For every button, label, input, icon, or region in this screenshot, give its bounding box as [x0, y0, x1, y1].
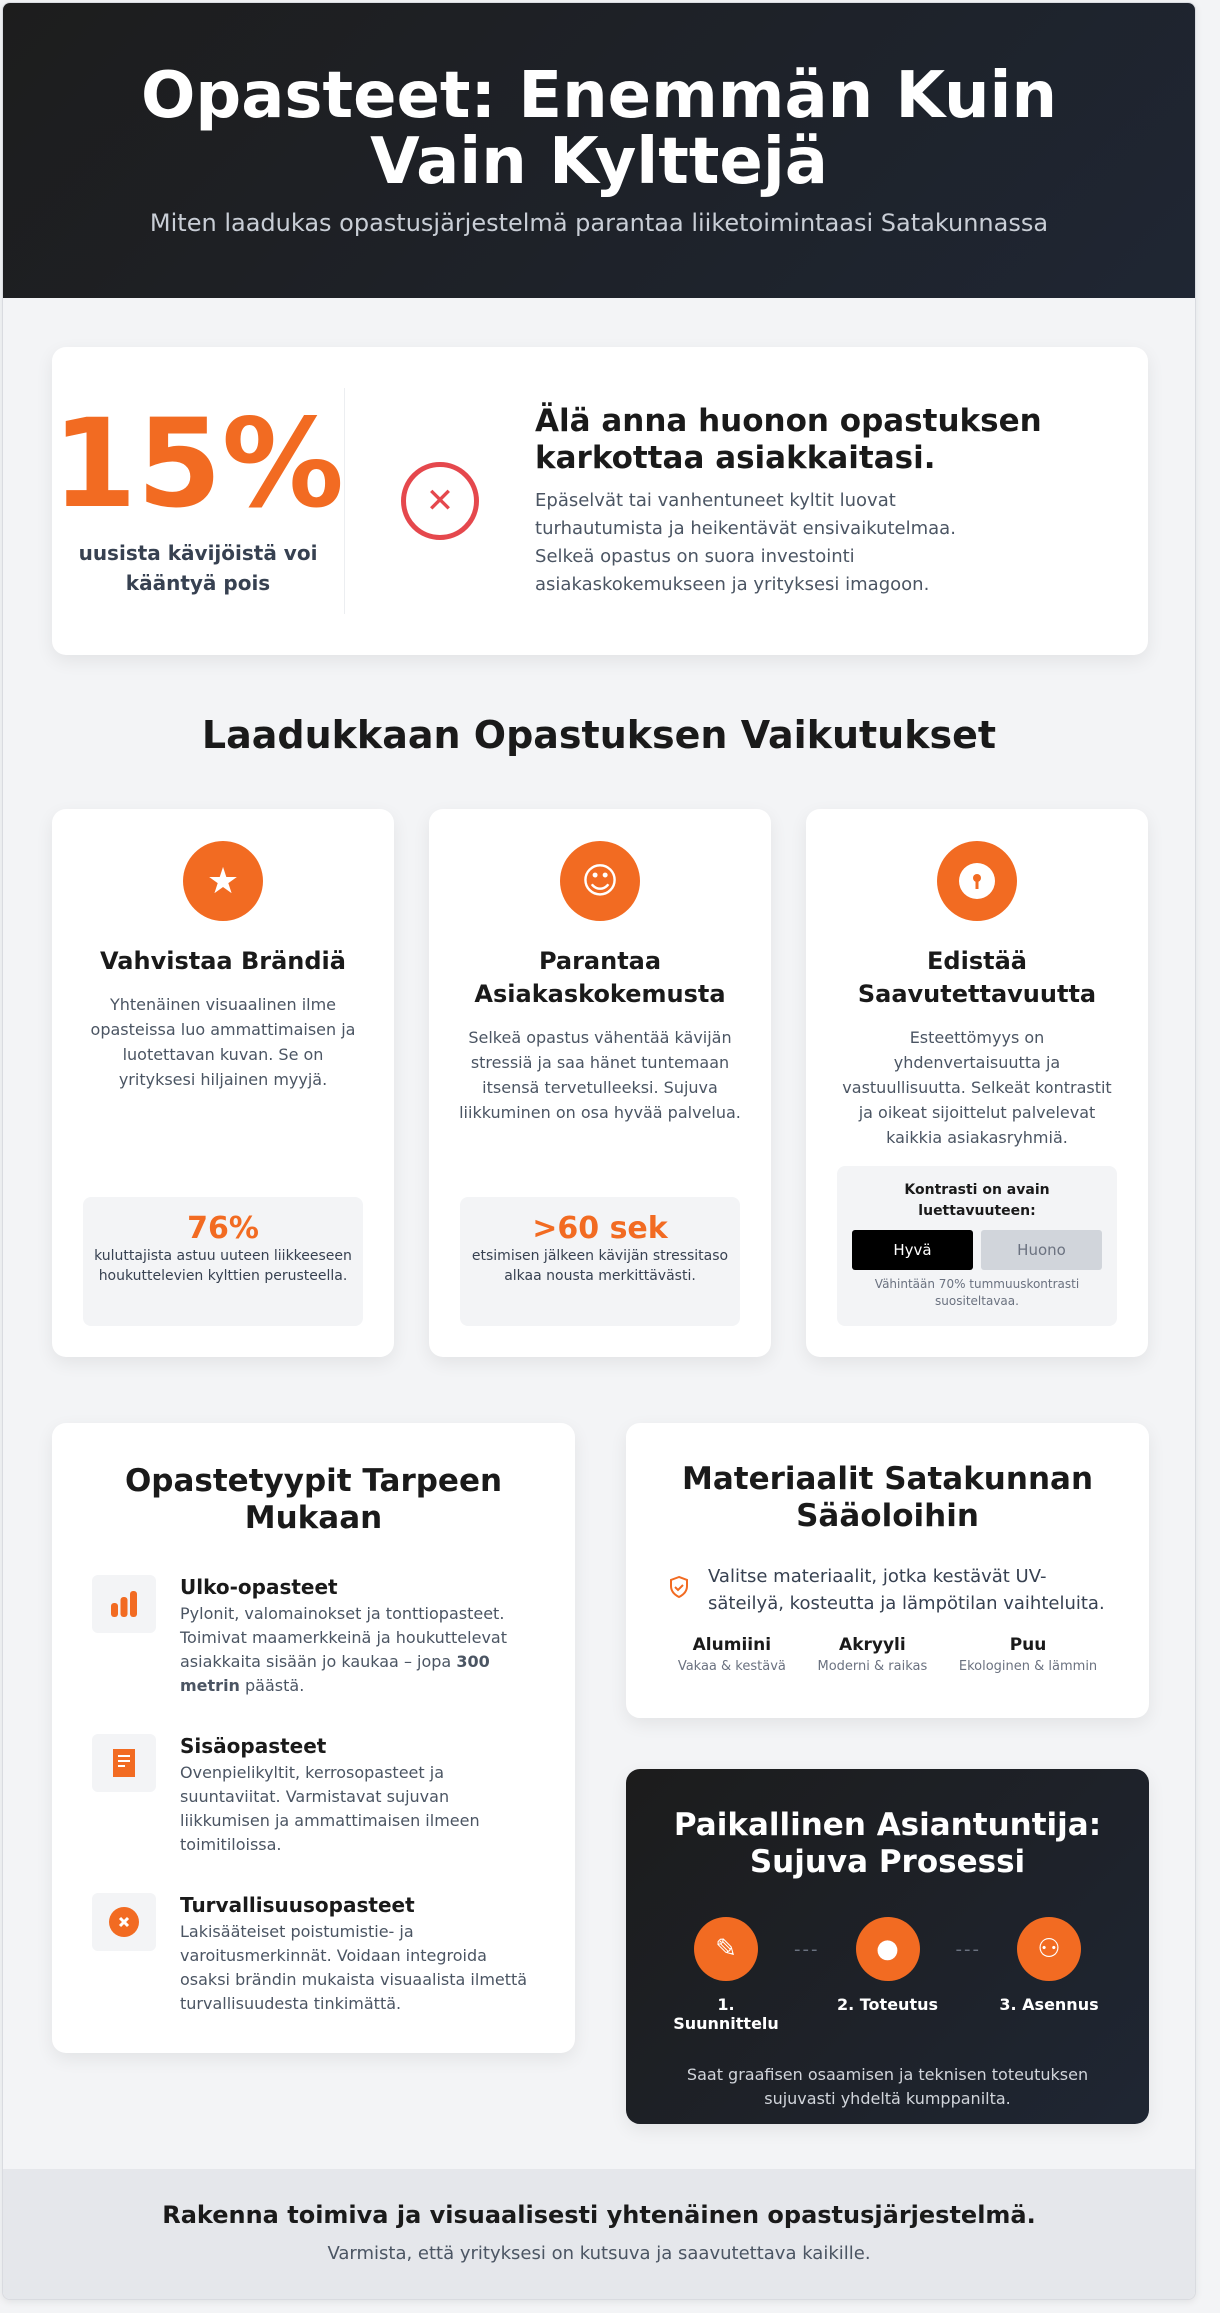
feature-card-brand: ★ Vahvistaa Brändiä Yhtenäinen visuaalin…: [52, 809, 394, 1357]
effects-title: Laadukkaan Opastuksen Vaikutukset: [201, 713, 997, 757]
list-item: Ulko-opasteet Pylonit, valomainokset ja …: [92, 1575, 535, 1698]
paint-icon: ●: [855, 1917, 920, 1981]
intro-text: Älä anna huonon opastuksen karkottaa asi…: [535, 403, 1148, 599]
shield-check-icon: [668, 1575, 690, 1605]
materials-title: Materiaalit Satakunnan Sääoloihin: [681, 1461, 1094, 1534]
contrast-good-sample: Hyvä: [852, 1230, 973, 1270]
contrast-box: Kontrasti on avain luettavuuteen: Hyvä H…: [837, 1166, 1117, 1326]
footer: Rakenna toimiva ja visuaalisesti yhtenäi…: [3, 2169, 1195, 2299]
scroll-icon: [92, 1734, 156, 1792]
x-circle-icon: ✕: [401, 462, 480, 540]
material-item: Puu Ekologinen & lämmin: [958, 1635, 1098, 1674]
page-title: Opasteet: Enemmän Kuin Vain Kylttejä: [141, 59, 1057, 199]
stat-box-value: >60 sek: [532, 1211, 668, 1246]
feature-card-accessibility: Edistää Saavutettavuutta Esteettömyys on…: [806, 809, 1148, 1357]
sign-types-card: Opastetyypit Tarpeen Mukaan Ulko-opastee…: [52, 1423, 575, 2053]
sign-types-title: Opastetyypit Tarpeen Mukaan: [124, 1463, 503, 1536]
signal-bars-icon: [92, 1575, 156, 1633]
stat-box: 76% kuluttajista astuu uuteen liikkeesee…: [83, 1197, 363, 1326]
materials-card: Materiaalit Satakunnan Sääoloihin Valits…: [626, 1423, 1149, 1718]
stat-block: 15% uusista kävijöistä voi kääntyä pois: [52, 388, 346, 614]
footer-title: Rakenna toimiva ja visuaalisesti yhtenäi…: [162, 2201, 1036, 2229]
stat-box-value: 76%: [187, 1211, 259, 1246]
item-title: Sisäopasteet: [180, 1734, 327, 1758]
materials-text: Valitse materiaalit, jotka kestävät UV-s…: [708, 1566, 1105, 1614]
contrast-bad-sample: Huono: [981, 1230, 1102, 1270]
item-title: Ulko-opasteet: [180, 1575, 338, 1599]
feature-title: Vahvistaa Brändiä: [100, 947, 346, 975]
stat-value: 15%: [52, 393, 345, 535]
material-item: Akryyli Moderni & raikas: [817, 1635, 928, 1674]
team-icon: ⚇: [1017, 1917, 1081, 1981]
edit-icon: ✎: [694, 1917, 758, 1981]
intro-card: 15% uusista kävijöistä voi kääntyä pois …: [52, 347, 1148, 655]
x-circle-icon: [92, 1893, 156, 1951]
footer-subtitle: Varmista, että yrityksesi on kutsuva ja …: [327, 2243, 871, 2264]
keyhole-icon: [937, 841, 1017, 921]
stat-box-text: etsimisen jälkeen kävijän stressitaso al…: [471, 1248, 729, 1284]
feature-title: Edistää Saavutettavuutta: [857, 947, 1097, 1008]
page-subtitle: Miten laadukas opastusjärjestelmä parant…: [149, 209, 1049, 237]
material-item: Alumiini Vakaa & kestävä: [677, 1635, 786, 1674]
feature-text: Esteettömyys on yhdenvertaisuutta ja vas…: [842, 1028, 1112, 1147]
list-item: Turvallisuusopasteet Lakisääteiset poist…: [92, 1893, 535, 2016]
process-text: Saat graafisen osaamisen ja teknisen tot…: [686, 2065, 1089, 2108]
process-step: ⚇ 3. Asennus: [989, 1917, 1109, 2014]
star-icon: ★: [183, 841, 263, 921]
stat-label: uusista kävijöistä voi kääntyä pois: [78, 541, 318, 595]
contrast-note: Vähintään 70% tummuuskontrasti suositelt…: [874, 1277, 1080, 1308]
stat-box-text: kuluttajista astuu uuteen liikkeeseen ho…: [94, 1248, 352, 1284]
feature-card-experience: ☺ Parantaa Asiakaskokemusta Selkeä opast…: [429, 809, 771, 1357]
feature-text: Selkeä opastus vähentää kävijän stressiä…: [459, 1028, 741, 1122]
intro-body: Epäselvät tai vanhentuneet kyltit luovat…: [535, 490, 956, 595]
process-title: Paikallinen Asiantuntija: Sujuva Prosess…: [673, 1807, 1102, 1880]
process-card: Paikallinen Asiantuntija: Sujuva Prosess…: [626, 1769, 1149, 2124]
stat-box: >60 sek etsimisen jälkeen kävijän stress…: [460, 1197, 740, 1326]
smile-icon: ☺: [560, 841, 640, 921]
page: Opasteet: Enemmän Kuin Vain Kylttejä Mit…: [2, 2, 1196, 2300]
item-text: Pylonit, valomainokset ja tonttiopasteet…: [180, 1604, 507, 1695]
item-text: Ovenpielikyltit, kerrosopasteet ja suunt…: [180, 1763, 480, 1854]
process-step: ● 2. Toteutus: [828, 1917, 948, 2014]
step-separator: ---: [794, 1939, 820, 1960]
contrast-title: Kontrasti on avain luettavuuteen:: [904, 1182, 1050, 1219]
item-text: Lakisääteiset poistumistie- ja varoitusm…: [180, 1922, 528, 2013]
intro-title: Älä anna huonon opastuksen karkottaa asi…: [535, 403, 1042, 476]
hero-header: Opasteet: Enemmän Kuin Vain Kylttejä Mit…: [3, 3, 1195, 298]
process-step: ✎ 1. Suunnittelu: [666, 1917, 786, 2033]
step-separator: ---: [955, 1939, 981, 1960]
item-title: Turvallisuusopasteet: [180, 1893, 415, 1917]
list-item: Sisäopasteet Ovenpielikyltit, kerrosopas…: [92, 1734, 535, 1857]
feature-text: Yhtenäinen visuaalinen ilme opasteissa l…: [90, 995, 356, 1089]
feature-title: Parantaa Asiakaskokemusta: [474, 947, 726, 1008]
